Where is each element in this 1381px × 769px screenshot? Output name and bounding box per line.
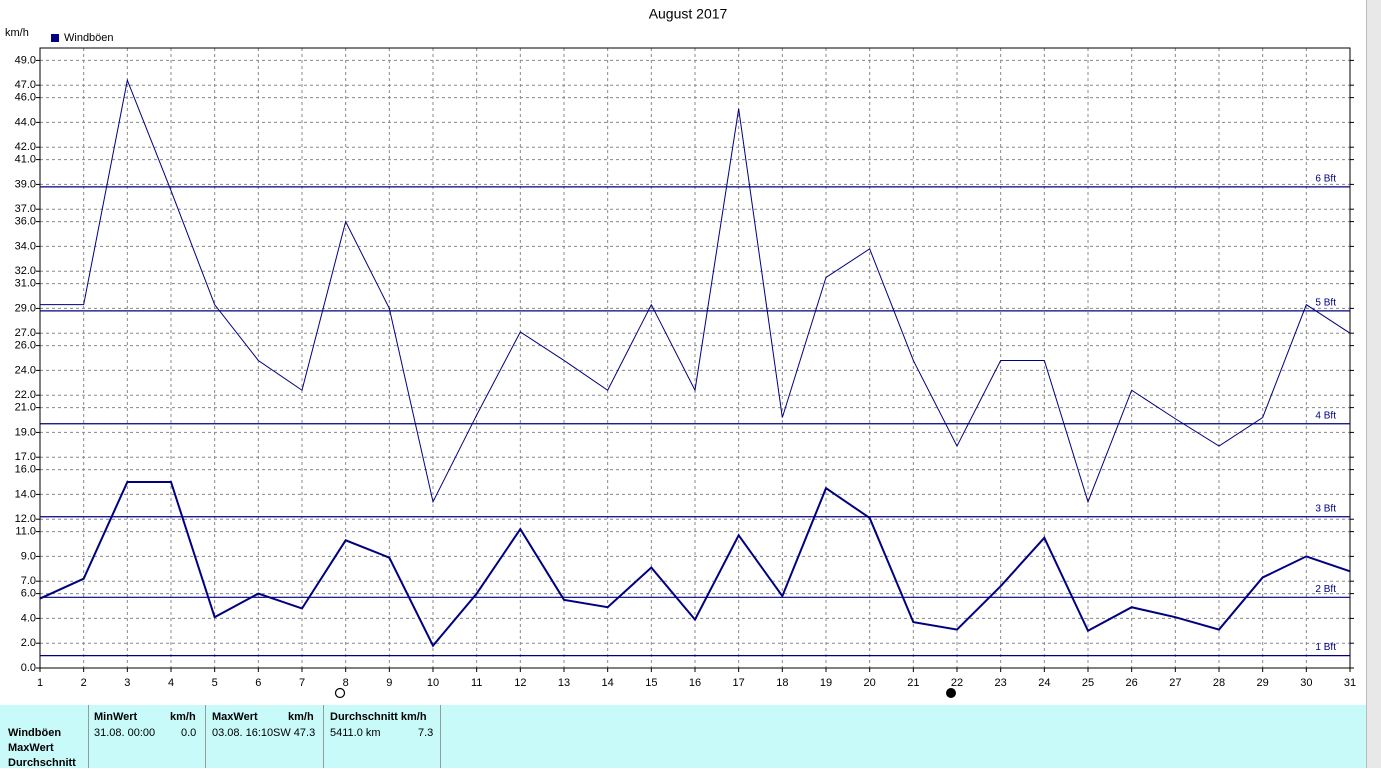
y-tick-label: 46.0 [15,92,36,104]
reference-label: 3 Bft [1315,503,1336,514]
y-tick-label: 6.0 [21,588,36,600]
cell: SW 47.3 [273,727,316,739]
x-tick-label: 3 [124,677,130,689]
chart: August 2017 km/h Windböen 0.0 2.0 4.0 6.07.… [5,6,1356,699]
x-tick-label: 8 [343,677,349,689]
header: km/h [288,711,314,723]
x-tick-label: 9 [386,677,392,689]
series-line [39,481,1351,648]
separator [205,705,206,768]
x-tick-label: 10 [427,677,439,689]
separator [88,705,89,768]
row-label: Durchschnitt [8,757,76,769]
series-line [40,78,1351,504]
x-tick-label: 25 [1082,677,1094,689]
reference-label: 4 Bft [1315,410,1336,421]
x-tick-label: 31 [1344,677,1356,689]
y-tick-label: 26.0 [15,340,36,352]
x-tick-label: 5 [212,677,218,689]
x-tick-label: 16 [689,677,701,689]
x-tick-label: 18 [776,677,788,689]
x-tick-label: 2 [81,677,87,689]
legend-label: Windböen [64,32,114,44]
x-tick-label: 15 [645,677,657,689]
y-tick-label: 9.0 [21,550,36,562]
y-tick-label: 34.0 [15,240,36,252]
y-tick-label: 41.0 [15,154,36,166]
y-tick-label: 32.0 [15,265,36,277]
y-tick-label: 19.0 [15,426,36,438]
y-tick-label: 24.0 [15,364,36,376]
cell: 5411.0 km [330,727,381,739]
header: km/h [170,711,196,723]
separator [323,705,324,768]
y-tick-label: 29.0 [15,302,36,314]
x-tick-label: 14 [602,677,614,689]
x-tick-label: 17 [733,677,745,689]
cell: 0.0 [181,727,197,739]
x-tick-label: 26 [1126,677,1138,689]
x-tick-label: 4 [168,677,174,689]
moon-new [946,688,956,698]
y-tick-label: 0.0 [21,662,36,674]
y-tick-label: 11.0 [15,526,36,538]
x-tick-label: 13 [558,677,570,689]
x-tick-label: 30 [1300,677,1312,689]
x-tick-label: 20 [864,677,876,689]
x-tick-label: 7 [299,677,305,689]
y-tick-label: 2.0 [21,637,36,649]
y-tick-label: 36.0 [15,216,36,228]
y-tick-label: 37.0 [15,203,36,215]
scrollbar[interactable] [1366,0,1381,768]
row-label: MaxWert [8,742,54,754]
y-tick-label: 4.0 [21,612,36,624]
y-tick-label: 12.0 [15,513,36,525]
cell: 31.08. 00:00 [94,727,156,739]
reference-label: 2 Bft [1315,584,1336,595]
y-tick-label: 39.0 [15,178,36,190]
x-tick-label: 21 [907,677,919,689]
separator [440,705,441,768]
x-tick-label: 12 [514,677,526,689]
reference-label: 6 Bft [1315,174,1336,185]
x-tick-label: 19 [820,677,832,689]
y-tick-label: 49.0 [15,54,36,66]
row-label: Windböen [8,727,62,739]
y-tick-label: 44.0 [15,116,36,128]
y-tick-label: 17.0 [15,451,36,463]
x-tick-label: 1 [37,677,43,689]
legend-swatch [51,34,59,42]
reference-label: 1 Bft [1315,642,1336,653]
y-tick-label: 42.0 [15,141,36,153]
y-tick-label: 14.0 [15,488,36,500]
y-tick-label: 21.0 [15,402,36,414]
reference-label: 5 Bft [1315,298,1336,309]
chart-title: August 2017 [649,6,728,22]
x-tick-label: 24 [1038,677,1050,689]
x-tick-label: 11 [471,677,482,689]
x-tick-label: 6 [255,677,261,689]
y-tick-label: 27.0 [15,327,36,339]
y-tick-label: 22.0 [15,389,36,401]
x-tick-label: 22 [951,677,963,689]
x-tick-label: 23 [995,677,1007,689]
y-tick-label: 47.0 [15,79,36,91]
cell: 7.3 [418,727,434,739]
header: MaxWert [212,711,258,723]
cell: 03.08. 16:10 [212,727,274,739]
stats-table: Windböen MaxWert Durchschnitt MinWert km… [0,705,1366,769]
header: MinWert [94,711,138,723]
x-tick-label: 29 [1257,677,1269,689]
moon-full [334,687,346,699]
y-tick-label: 16.0 [15,464,36,476]
x-tick-label: 27 [1169,677,1181,689]
plot-frame [39,47,1351,669]
x-tick-label: 28 [1213,677,1225,689]
y-tick-label: 31.0 [15,278,36,290]
header: Durchschnitt km/h [330,711,427,723]
y-axis-unit: km/h [5,27,29,39]
y-tick-label: 7.0 [21,575,36,587]
